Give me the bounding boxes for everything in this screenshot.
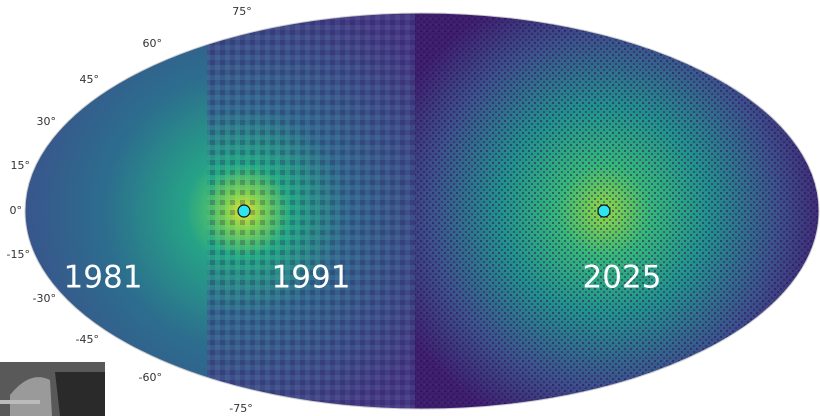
latitude-label: 60° [143, 37, 163, 50]
marker [238, 205, 250, 217]
panel-1981 [20, 10, 208, 410]
marker [598, 205, 610, 217]
latitude-label: 30° [37, 115, 57, 128]
year-label: 1991 [272, 260, 351, 296]
latitude-label: -15° [7, 248, 30, 261]
sky-map-figure: 75° 60° 45° 30° 15° 0° -15° -30° -45° -60° -75° 19… [0, 0, 820, 416]
latitude-label: -60° [139, 371, 162, 384]
panel-texture [415, 10, 820, 410]
thumbnail [0, 362, 105, 416]
latitude-label: 15° [11, 159, 31, 172]
year-label: 2025 [583, 260, 662, 296]
latitude-label: -30° [33, 292, 56, 305]
latitude-label: 0° [10, 204, 23, 217]
latitude-label: -45° [76, 333, 99, 346]
latitude-label: 75° [232, 5, 252, 18]
latitude-label: -75° [229, 402, 252, 415]
year-label: 1981 [64, 260, 143, 296]
latitude-label: 45° [80, 73, 100, 86]
